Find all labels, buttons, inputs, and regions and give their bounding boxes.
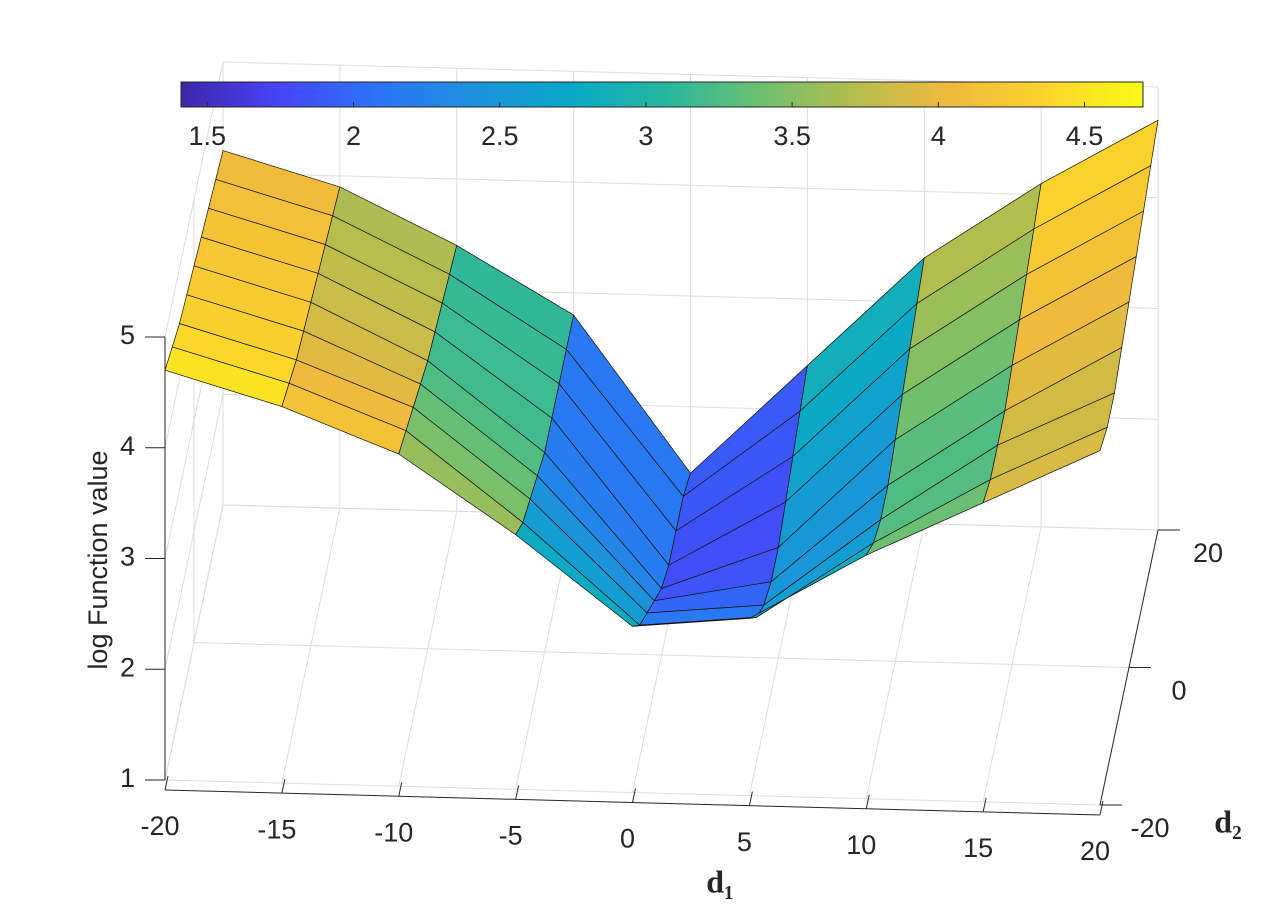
z-tick-label: 5 [120, 320, 135, 350]
y-axis-label: d₂ [1214, 803, 1241, 839]
grid-line [164, 394, 224, 670]
y-tick-label: -20 [1130, 813, 1169, 843]
x-tick-label: -20 [140, 811, 179, 841]
x-tick [632, 788, 636, 803]
colorbar [180, 81, 1144, 108]
x-tick [748, 791, 753, 806]
colorbar-tick-label: 2.5 [481, 121, 519, 151]
z-tick-label: 1 [120, 763, 135, 793]
y-tick-label: 20 [1193, 538, 1223, 568]
x-tick-label: 0 [620, 824, 635, 854]
x-tick-label: -15 [257, 814, 296, 844]
x-tick-label: 20 [1080, 836, 1110, 866]
grid-line [164, 61, 224, 338]
x-tick-label: 15 [963, 833, 993, 863]
z-tick-label: 3 [120, 542, 135, 572]
x-tick [865, 794, 870, 809]
surface-patch [982, 426, 1108, 504]
z-tick-label: 4 [120, 431, 135, 461]
x-tick-label: 5 [737, 827, 752, 857]
y-tick-label: 0 [1171, 676, 1186, 706]
grid-line [164, 779, 1101, 806]
colorbar-tick-label: 2 [346, 121, 361, 151]
grid-line [164, 504, 224, 781]
x-tick-label: 10 [846, 830, 876, 860]
z-tick-label: 2 [120, 652, 135, 682]
x-tick [1099, 800, 1104, 816]
surface [164, 119, 1159, 627]
axes: -20 -15 -10 -5 0 5 10 15 20 -20 0 20 1 2 3 4 5 [120, 320, 1223, 866]
x-tick [982, 797, 987, 812]
grid-line [193, 642, 1130, 668]
x-tick [281, 779, 286, 794]
x-tick [515, 785, 520, 800]
z-axis-label: log Function value [83, 450, 113, 669]
colorbar-tick-label: 4.5 [1066, 121, 1104, 151]
x-axis-label: d₁ [706, 863, 733, 899]
colorbar-tick-label: 3.5 [773, 121, 811, 151]
grid-line [222, 172, 1159, 199]
colorbar-tick-label: 4 [931, 121, 946, 151]
x-tick-label: -10 [374, 817, 413, 847]
x-tick-label: -5 [499, 821, 523, 851]
x-tick [164, 775, 169, 791]
colorbar-tick-label: 1.5 [189, 121, 227, 151]
x-tick [398, 782, 403, 797]
colorbar-tick-label: 3 [638, 121, 653, 151]
